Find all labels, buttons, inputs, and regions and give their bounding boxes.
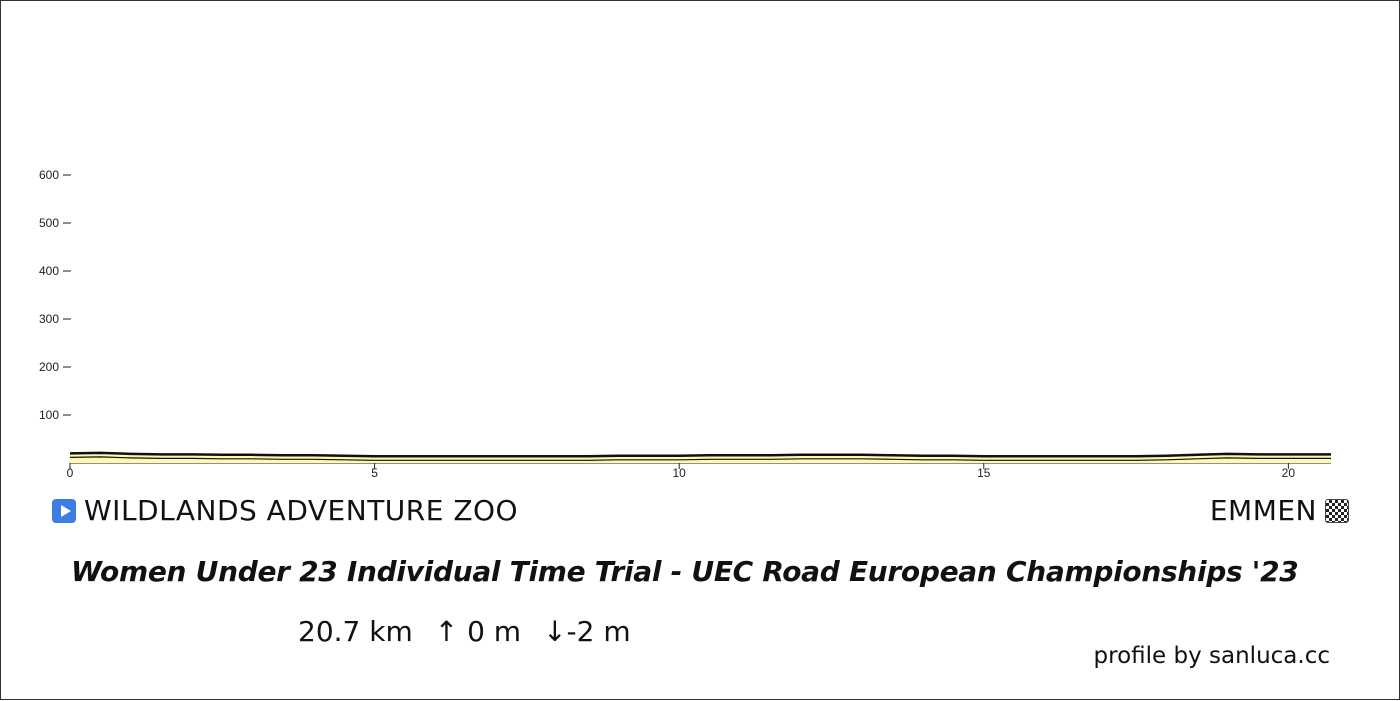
stage-stats: 20.7 km ↑ 0 m ↓-2 m [298, 615, 631, 648]
y-tick-label: 100 [39, 408, 59, 422]
y-tick-label: 400 [39, 264, 59, 278]
y-tick-label: 500 [39, 216, 59, 230]
finish-location: EMMEN [1210, 493, 1349, 529]
race-title: Women Under 23 Individual Time Trial - U… [71, 555, 1299, 588]
start-label: WILDLANDS ADVENTURE ZOO [84, 494, 519, 527]
elevation-series [69, 451, 1331, 463]
start-location: WILDLANDS ADVENTURE ZOO [52, 493, 518, 529]
y-axis: 100 200 300 400 500 600 [39, 168, 71, 422]
x-tick-label: 5 [371, 466, 378, 480]
elevation-lower-line [69, 456, 1331, 461]
x-tick-label: 20 [1282, 466, 1296, 480]
checkered-flag-icon [1325, 499, 1349, 523]
x-tick-label: 10 [672, 466, 686, 480]
x-axis: 0 5 10 15 20 [67, 462, 1331, 480]
x-tick-label: 15 [977, 466, 991, 480]
play-icon [52, 499, 76, 523]
y-tick-label: 200 [39, 360, 59, 374]
x-tick-label: 0 [67, 466, 74, 480]
credit-text: profile by sanluca.cc [1093, 643, 1330, 669]
y-tick-label: 600 [39, 168, 59, 182]
descent-stat: ↓-2 m [543, 615, 631, 648]
distance-stat: 20.7 km [298, 615, 413, 648]
elevation-line [69, 451, 1331, 458]
y-tick-label: 300 [39, 312, 59, 326]
finish-label: EMMEN [1209, 494, 1317, 527]
ascent-stat: ↑ 0 m [434, 615, 522, 648]
